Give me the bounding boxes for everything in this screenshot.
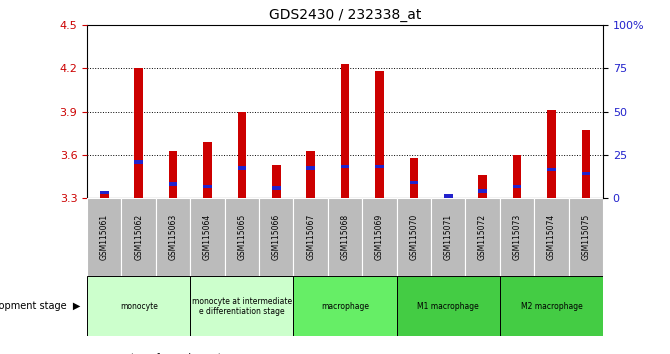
Text: development stage  ▶: development stage ▶ — [0, 301, 80, 311]
Text: monocyte at intermediate
e differentiation stage: monocyte at intermediate e differentiati… — [192, 297, 292, 316]
Text: macrophage: macrophage — [321, 302, 369, 311]
Bar — [203, 142, 212, 198]
Bar — [500, 276, 603, 336]
Text: GSM115062: GSM115062 — [134, 214, 143, 260]
Text: GSM115071: GSM115071 — [444, 214, 453, 260]
Bar — [375, 165, 384, 168]
Bar — [478, 175, 487, 198]
Text: GSM115069: GSM115069 — [375, 214, 384, 260]
Bar — [293, 198, 328, 276]
Bar — [100, 191, 109, 194]
Bar — [582, 172, 590, 176]
Bar — [569, 198, 603, 276]
Bar — [466, 198, 500, 276]
Bar — [293, 276, 397, 336]
Bar — [444, 197, 452, 198]
Bar — [259, 198, 293, 276]
Bar — [238, 166, 246, 170]
Bar — [87, 276, 190, 336]
Text: GSM115072: GSM115072 — [478, 214, 487, 260]
Title: GDS2430 / 232338_at: GDS2430 / 232338_at — [269, 8, 421, 22]
Text: GSM115068: GSM115068 — [340, 214, 350, 260]
Bar — [190, 198, 224, 276]
Bar — [534, 198, 569, 276]
Bar — [169, 150, 178, 198]
Text: monocyte: monocyte — [120, 302, 157, 311]
Bar — [362, 198, 397, 276]
Text: GSM115073: GSM115073 — [513, 214, 521, 260]
Text: GSM115063: GSM115063 — [169, 214, 178, 260]
Bar — [272, 186, 281, 190]
Text: GSM115065: GSM115065 — [237, 214, 247, 260]
Bar — [121, 198, 156, 276]
Bar — [203, 185, 212, 188]
Text: GSM115066: GSM115066 — [272, 214, 281, 260]
Text: transformed count: transformed count — [131, 353, 221, 354]
Text: GSM115070: GSM115070 — [409, 214, 418, 260]
Bar — [135, 160, 143, 164]
Text: M2 macrophage: M2 macrophage — [521, 302, 582, 311]
Bar — [409, 158, 418, 198]
Bar — [100, 191, 109, 198]
Bar — [513, 155, 521, 198]
Text: GSM115074: GSM115074 — [547, 214, 556, 260]
Bar — [397, 276, 500, 336]
Bar — [135, 68, 143, 198]
Text: GSM115061: GSM115061 — [100, 214, 109, 260]
Bar — [341, 165, 349, 168]
Bar — [500, 198, 534, 276]
Bar — [582, 130, 590, 198]
Bar — [224, 198, 259, 276]
Bar — [431, 198, 466, 276]
Bar — [375, 71, 384, 198]
Bar — [444, 194, 452, 198]
Bar — [409, 181, 418, 184]
Bar — [341, 64, 349, 198]
Bar — [190, 276, 293, 336]
Bar — [272, 165, 281, 198]
Text: GSM115075: GSM115075 — [582, 214, 590, 260]
Bar — [169, 182, 178, 185]
Bar — [513, 185, 521, 188]
Text: GSM115064: GSM115064 — [203, 214, 212, 260]
Bar — [156, 198, 190, 276]
Bar — [547, 110, 555, 198]
Bar — [478, 189, 487, 193]
Bar — [547, 167, 555, 171]
Text: GSM115067: GSM115067 — [306, 214, 315, 260]
Bar — [238, 112, 246, 198]
Bar — [328, 198, 362, 276]
Bar — [306, 166, 315, 170]
Bar — [306, 150, 315, 198]
Text: M1 macrophage: M1 macrophage — [417, 302, 479, 311]
Bar — [87, 198, 121, 276]
Text: ■: ■ — [114, 353, 123, 354]
Bar — [397, 198, 431, 276]
